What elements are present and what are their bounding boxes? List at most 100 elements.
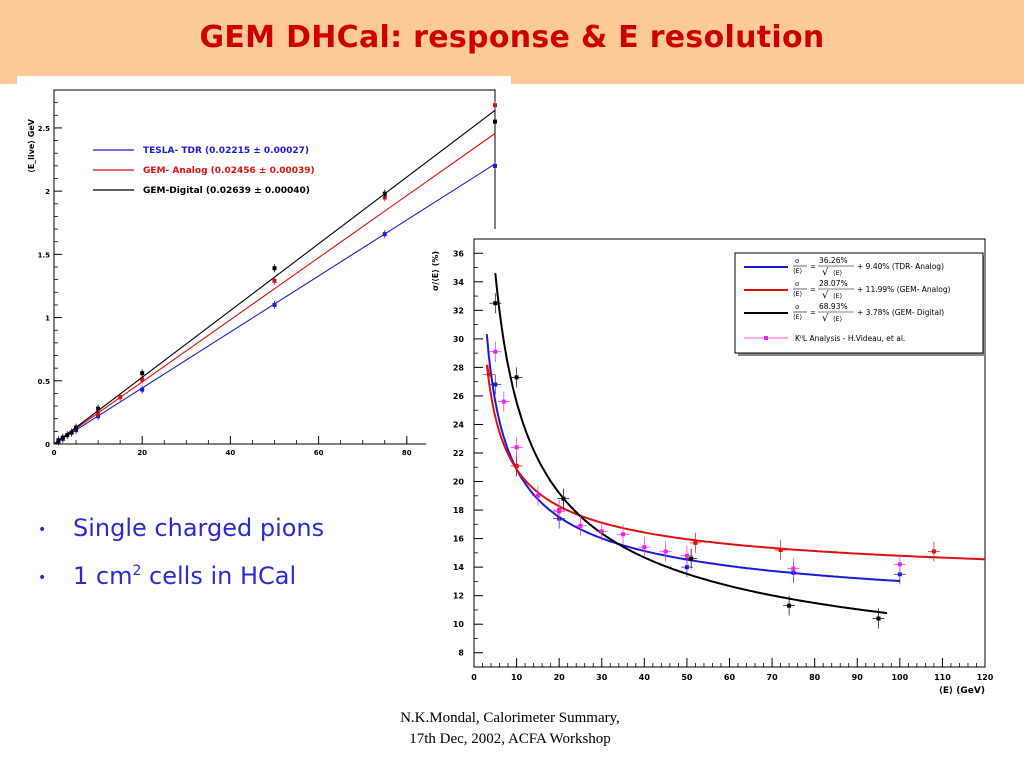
bullet-dot: • <box>38 522 47 538</box>
legend-label: GEM-Digital (0.02639 ± 0.00040) <box>143 186 310 196</box>
data-point <box>693 540 698 545</box>
legend-sqrt-sign: √ <box>822 267 829 278</box>
x-tick-label: 80 <box>809 673 821 682</box>
x-tick-label: 60 <box>724 673 736 682</box>
title-bar: GEM DHCal: response & E resolution <box>0 0 1024 84</box>
data-point <box>272 302 277 307</box>
legend-formula-sigma: σ <box>795 303 799 311</box>
y-axis-label: ⟨E_live⟩ GeV <box>27 118 36 173</box>
fit-line <box>53 133 496 445</box>
data-point <box>65 433 70 438</box>
legend-box <box>734 252 984 354</box>
y-tick-label: 0 <box>45 441 50 449</box>
data-point <box>382 232 387 237</box>
data-point <box>272 266 277 271</box>
data-point <box>578 523 583 528</box>
data-point <box>493 382 498 387</box>
legend-fit-coefficient: 36.26% <box>819 256 848 265</box>
fit-curve <box>485 364 986 561</box>
x-tick-label: 20 <box>137 449 147 456</box>
data-point <box>486 372 491 377</box>
bullet-superscript: 2 <box>132 563 142 579</box>
y-tick-label: 28 <box>453 363 465 372</box>
legend-label: TESLA- TDR (0.02215 ± 0.00027) <box>143 146 309 156</box>
legend-label: + 11.99% (GEM- Analog) <box>857 285 951 294</box>
x-tick-label: 50 <box>681 673 693 682</box>
x-tick-label: 110 <box>934 673 951 682</box>
legend-sqrt-arg: ⟨E⟩ <box>833 315 842 323</box>
x-tick-label: 40 <box>226 449 236 456</box>
x-axis-label: ⟨E⟩ (GeV) <box>939 686 985 696</box>
legend-marker <box>764 336 768 340</box>
y-tick-label: 16 <box>453 535 465 544</box>
legend-formula-sigma: σ <box>795 280 799 288</box>
data-point <box>140 387 145 392</box>
data-point <box>272 278 277 283</box>
y-tick-label: 24 <box>453 420 465 429</box>
x-tick-label: 10 <box>511 673 523 682</box>
footer-line-2: 17th Dec, 2002, ACFA Workshop <box>409 731 611 747</box>
data-point <box>791 566 796 571</box>
y-tick-label: 30 <box>453 335 465 344</box>
fit-curve <box>494 272 888 615</box>
legend-equals: = <box>810 263 816 271</box>
fit-line <box>53 109 496 445</box>
data-point <box>493 349 498 354</box>
data-point <box>493 301 498 306</box>
y-tick-label: 20 <box>453 478 465 487</box>
y-tick-label: 34 <box>453 278 465 287</box>
data-point <box>74 425 79 430</box>
data-point <box>621 532 626 537</box>
data-point <box>642 545 647 550</box>
y-tick-label: 0.5 <box>38 378 51 386</box>
x-tick-label: 0 <box>471 673 477 682</box>
bullet-text: 1 cm2 cells in HCal <box>73 562 296 590</box>
x-tick-label: 90 <box>852 673 864 682</box>
legend-sqrt-sign: √ <box>822 313 829 324</box>
legend-formula-mean: ⟨E⟩ <box>793 313 802 321</box>
legend-formula-mean: ⟨E⟩ <box>793 267 802 275</box>
data-point <box>684 553 689 558</box>
footer-credit: N.K.Mondal, Calorimeter Summary, 17th De… <box>300 708 720 750</box>
data-point <box>514 445 519 450</box>
bullet-text: Single charged pions <box>73 514 325 542</box>
y-tick-label: 2.5 <box>38 125 51 133</box>
legend-sqrt-arg: ⟨E⟩ <box>833 292 842 300</box>
legend-label: K⁰L Analysis - H.Videau, et al. <box>795 334 905 343</box>
legend-sqrt-sign: √ <box>822 290 829 301</box>
data-point <box>140 371 145 376</box>
data-point <box>787 603 792 608</box>
data-point <box>493 163 497 168</box>
data-point <box>382 191 387 196</box>
y-tick-label: 36 <box>453 249 465 258</box>
legend-label: + 3.78% (GEM- Digital) <box>857 308 944 317</box>
slide-title: GEM DHCal: response & E resolution <box>199 20 825 55</box>
x-tick-label: 100 <box>891 673 908 682</box>
legend-fit-coefficient: 28.07% <box>819 279 848 288</box>
data-point <box>931 549 936 554</box>
data-point <box>501 399 506 404</box>
resolution-chart: 0 10 20 30 40 50 60 70 80 90 100 110 120 8 10 12 14 16 18 2… <box>426 229 1000 703</box>
data-point <box>140 377 145 382</box>
x-tick-label: 20 <box>554 673 566 682</box>
y-tick-label: 32 <box>453 306 464 315</box>
x-tick-label: 60 <box>314 449 324 456</box>
data-point <box>56 438 61 443</box>
y-tick-label: 26 <box>453 392 465 401</box>
response-chart-svg: 0 20 40 60 80 0 0.5 1 1.5 2 2.5⟨E_live⟩ GeV TESLA- … <box>27 89 497 457</box>
x-tick-label: 30 <box>596 673 608 682</box>
y-tick-label: 22 <box>453 449 464 458</box>
legend-sqrt-arg: ⟨E⟩ <box>833 269 842 277</box>
bullet-text-rest: cells in HCal <box>141 562 297 590</box>
x-tick-label: 120 <box>977 673 994 682</box>
y-tick-label: 10 <box>453 620 465 629</box>
y-tick-label: 12 <box>453 592 464 601</box>
legend-label: + 9.40% (TDR- Analog) <box>857 262 944 271</box>
legend-equals: = <box>810 309 816 317</box>
fit-curve <box>485 334 900 582</box>
y-tick-label: 2 <box>45 188 50 196</box>
bullet-dot: • <box>38 570 47 586</box>
footer-line-1: N.K.Mondal, Calorimeter Summary, <box>400 710 620 726</box>
data-point <box>118 395 123 400</box>
data-point <box>684 565 689 570</box>
